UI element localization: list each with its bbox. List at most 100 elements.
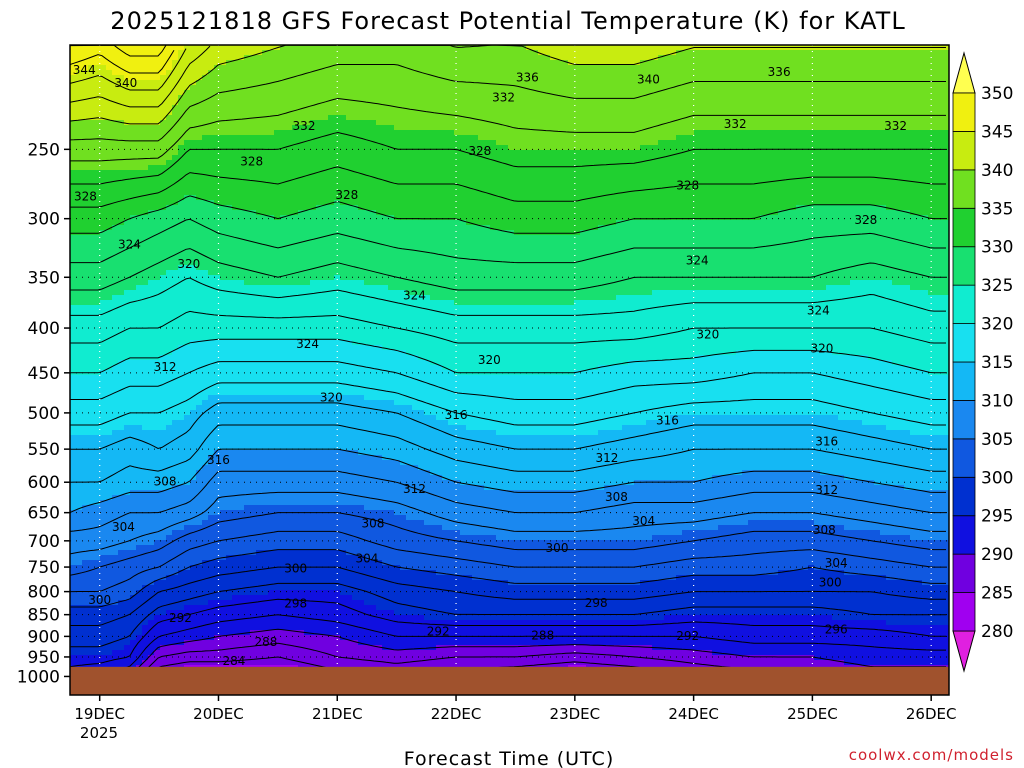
theta-cell: [838, 75, 845, 81]
theta-cell: [388, 70, 395, 76]
theta-cell: [304, 160, 311, 166]
theta-cell: [700, 105, 707, 111]
theta-cell: [178, 170, 185, 176]
theta-cell: [934, 130, 941, 136]
theta-cell: [814, 125, 821, 131]
theta-cell: [910, 140, 917, 146]
theta-cell: [532, 65, 539, 71]
theta-cell: [124, 105, 131, 111]
theta-cell: [538, 65, 545, 71]
theta-cell: [700, 90, 707, 96]
theta-cell: [118, 70, 125, 76]
theta-cell: [418, 85, 425, 91]
theta-cell: [934, 190, 941, 196]
theta-cell: [388, 55, 395, 61]
theta-cell: [586, 175, 593, 181]
theta-cell: [340, 175, 347, 181]
theta-cell: [94, 90, 101, 96]
theta-fill-layer: [70, 45, 949, 695]
theta-cell: [418, 60, 425, 66]
theta-cell: [178, 210, 185, 216]
theta-cell: [934, 180, 941, 186]
theta-cell: [730, 150, 737, 156]
theta-cell: [646, 195, 653, 201]
theta-cell: [814, 100, 821, 106]
theta-cell: [244, 95, 251, 101]
theta-cell: [136, 205, 143, 211]
theta-cell: [496, 150, 503, 156]
theta-cell: [370, 210, 377, 216]
theta-cell: [940, 200, 947, 206]
theta-cell: [844, 170, 851, 176]
theta-cell: [724, 160, 731, 166]
theta-cell: [664, 65, 671, 71]
theta-cell: [286, 175, 293, 181]
theta-cell: [700, 60, 707, 66]
theta-cell: [946, 185, 949, 191]
theta-cell: [682, 180, 689, 186]
theta-cell: [706, 115, 713, 121]
theta-cell: [484, 50, 491, 56]
theta-cell: [160, 75, 167, 81]
theta-cell: [454, 160, 461, 166]
theta-cell: [670, 80, 677, 86]
theta-cell: [622, 195, 629, 201]
theta-cell: [208, 95, 215, 101]
theta-cell: [652, 195, 659, 201]
theta-cell: [790, 85, 797, 91]
theta-cell: [478, 210, 485, 216]
theta-cell: [322, 145, 329, 151]
theta-cell: [244, 125, 251, 131]
theta-cell: [766, 50, 773, 56]
theta-cell: [226, 70, 233, 76]
theta-cell: [856, 205, 863, 211]
theta-cell: [772, 80, 779, 86]
theta-cell: [184, 180, 191, 186]
theta-cell: [670, 100, 677, 106]
theta-cell: [484, 65, 491, 71]
theta-cell: [352, 110, 359, 116]
theta-cell: [622, 175, 629, 181]
theta-cell: [106, 170, 113, 176]
theta-cell: [442, 175, 449, 181]
theta-cell: [184, 135, 191, 141]
theta-cell: [658, 150, 665, 156]
theta-cell: [334, 160, 341, 166]
theta-cell: [934, 55, 941, 61]
theta-cell: [178, 165, 185, 171]
theta-cell: [616, 160, 623, 166]
theta-cell: [334, 120, 341, 126]
theta-cell: [322, 195, 329, 201]
theta-cell: [772, 100, 779, 106]
theta-cell: [676, 50, 683, 56]
theta-cell: [484, 95, 491, 101]
theta-cell: [184, 175, 191, 181]
theta-cell: [448, 120, 455, 126]
theta-cell: [454, 195, 461, 201]
theta-cell: [406, 135, 413, 141]
theta-cell: [892, 55, 899, 61]
theta-cell: [868, 75, 875, 81]
theta-cell: [496, 160, 503, 166]
theta-cell: [922, 70, 929, 76]
theta-cell: [322, 70, 329, 76]
theta-cell: [652, 135, 659, 141]
theta-cell: [400, 170, 407, 176]
theta-cell: [874, 195, 881, 201]
theta-cell: [676, 205, 683, 211]
theta-cell: [916, 70, 923, 76]
theta-cell: [400, 90, 407, 96]
theta-cell: [562, 130, 569, 136]
theta-cell: [532, 80, 539, 86]
theta-cell: [334, 140, 341, 146]
theta-cell: [514, 205, 521, 211]
theta-cell: [652, 155, 659, 161]
theta-cell: [202, 45, 209, 51]
theta-cell: [694, 75, 701, 81]
theta-cell: [280, 55, 287, 61]
theta-cell: [820, 185, 827, 191]
theta-cell: [238, 135, 245, 141]
theta-cell: [136, 95, 143, 101]
theta-cell: [910, 120, 917, 126]
theta-cell: [118, 105, 125, 111]
